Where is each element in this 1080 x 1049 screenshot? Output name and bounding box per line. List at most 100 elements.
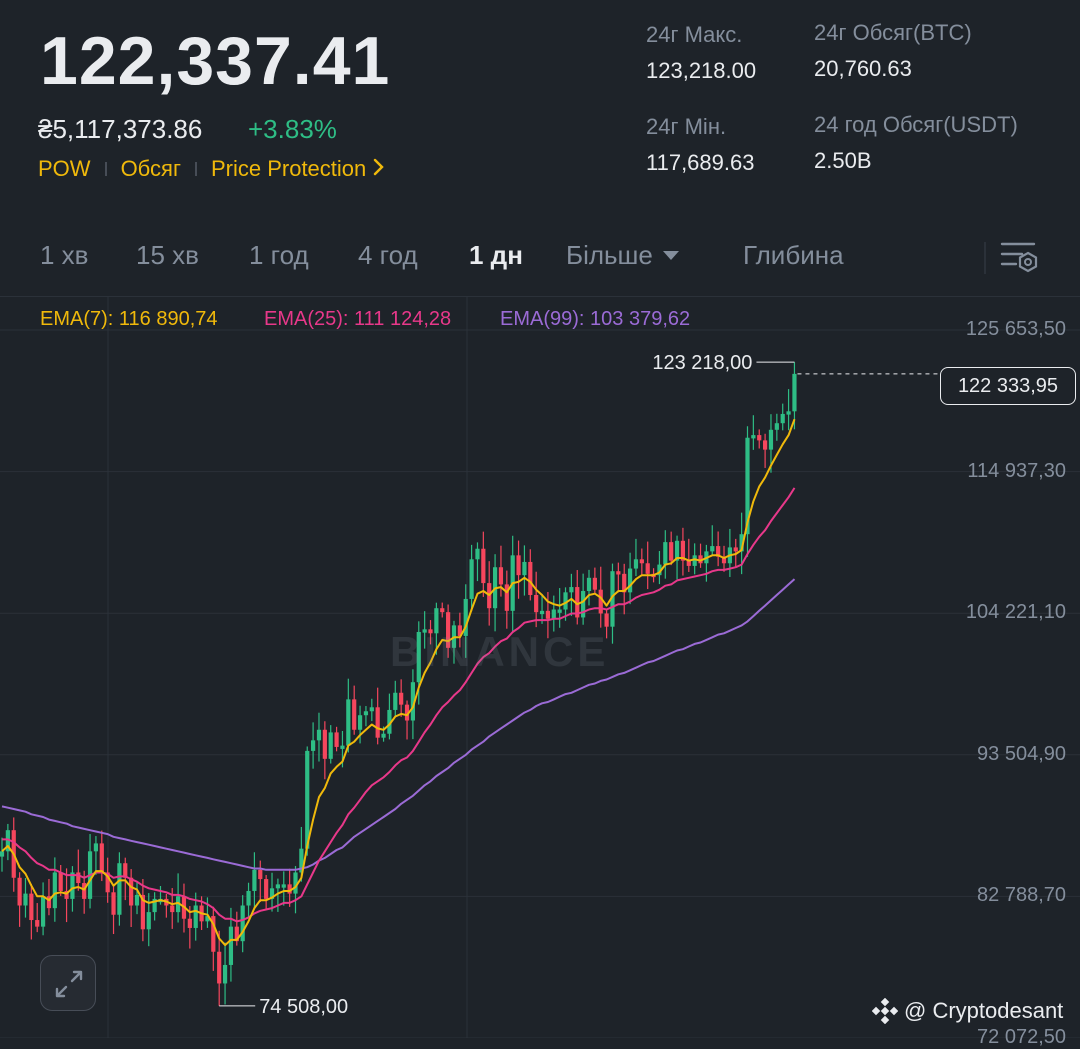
candle [616, 562, 621, 593]
chart-settings-icon[interactable] [1000, 240, 1040, 276]
candle [311, 722, 316, 769]
candle-body [575, 587, 580, 618]
candle [52, 857, 57, 922]
candle [404, 700, 410, 740]
candle-body [352, 699, 357, 730]
candle [504, 570, 509, 629]
candle-body [780, 413, 785, 424]
volume-usdt-value: 2.50B [814, 148, 872, 173]
tab-4h[interactable]: 4 год [358, 240, 418, 270]
candle-body [428, 629, 433, 634]
candle [716, 531, 721, 567]
candle-body [328, 732, 333, 759]
candle [786, 389, 791, 431]
candle [534, 571, 539, 628]
candle-body [581, 591, 586, 618]
tab-15m[interactable]: 15 хв [136, 240, 199, 270]
candle-body [757, 435, 762, 441]
author-credit: @ Cryptodesant [872, 998, 1063, 1024]
candle-body [35, 920, 40, 927]
candle-body [117, 863, 122, 915]
price-axis-label: 104 221,10 [965, 601, 1066, 624]
candle-body [498, 567, 504, 585]
candle-body [469, 559, 474, 599]
candle-body [604, 613, 609, 627]
tab-1d[interactable]: 1 дн [469, 240, 523, 270]
candle-body [674, 540, 680, 561]
candle-body [334, 732, 339, 747]
candle-body [657, 564, 662, 576]
candle-body [46, 896, 52, 909]
candle-body [645, 563, 650, 574]
tag-price-protection[interactable]: Price Protection [210, 156, 367, 181]
candle [293, 866, 298, 914]
expand-chart-button[interactable] [40, 955, 96, 1011]
candle-body [176, 896, 181, 913]
candle-body [563, 592, 568, 610]
candle-body [569, 587, 574, 593]
candle-body [269, 888, 275, 899]
candle [698, 543, 703, 568]
candle-body [23, 893, 28, 906]
candle [305, 746, 310, 856]
candle-body [5, 830, 10, 852]
candle-body [275, 884, 280, 889]
candle [586, 569, 592, 606]
candle-body [475, 548, 480, 560]
candle [140, 879, 145, 942]
candle-body [557, 609, 562, 613]
candle [64, 868, 69, 923]
low-marker-label: 74 508,00 [259, 996, 348, 1018]
credit-text: @ Cryptodesant [904, 998, 1064, 1023]
candle [492, 554, 498, 632]
candle [252, 852, 257, 910]
candle [158, 886, 163, 905]
high-marker-label: 123 218,00 [652, 352, 752, 374]
candle [264, 874, 269, 910]
candle-body [234, 926, 239, 942]
candle-body [187, 918, 192, 928]
tag-volume[interactable]: Обсяг [120, 156, 181, 181]
binance-logo-icon [872, 998, 898, 1024]
candle [745, 426, 750, 557]
candle-body [134, 894, 140, 906]
candle-body [786, 411, 791, 415]
tab-1h[interactable]: 1 год [249, 240, 309, 270]
candle-body [240, 905, 245, 942]
candle-body [534, 594, 539, 613]
tag-separator [104, 162, 107, 176]
candle-body [481, 548, 486, 584]
candle-body [369, 707, 374, 712]
candle-body [721, 556, 727, 564]
candle-body [70, 872, 75, 899]
tag-pow[interactable]: POW [38, 156, 91, 181]
tab-depth[interactable]: Глибина [743, 240, 844, 270]
candle [123, 857, 128, 901]
candle-body [763, 440, 768, 450]
candle [516, 540, 521, 599]
candle-body [639, 559, 644, 564]
tab-1m[interactable]: 1 хв [40, 240, 89, 270]
ema99-legend: EMA(99): 103 379,62 [500, 308, 691, 330]
candlestick-chart[interactable]: 123 218,00 74 508,00 [0, 297, 1080, 1038]
candle-body [29, 893, 34, 921]
current-price-tag: 122 333,95 [940, 367, 1076, 405]
chevron-right-icon[interactable] [372, 156, 384, 182]
candle [399, 679, 404, 717]
candle [152, 892, 157, 921]
candle-body [170, 905, 175, 913]
candle [463, 584, 468, 658]
candle-body [592, 577, 597, 590]
candle-body [522, 561, 527, 576]
tab-more[interactable]: Більше [566, 240, 679, 271]
candles [0, 362, 797, 1006]
candle [457, 612, 462, 648]
candle [5, 823, 10, 861]
candle-body [17, 877, 22, 906]
candle [551, 595, 556, 632]
candle [763, 433, 768, 468]
candle-body [716, 546, 721, 557]
candle-body [140, 894, 145, 930]
candle [0, 837, 5, 872]
candle-body [610, 571, 615, 627]
